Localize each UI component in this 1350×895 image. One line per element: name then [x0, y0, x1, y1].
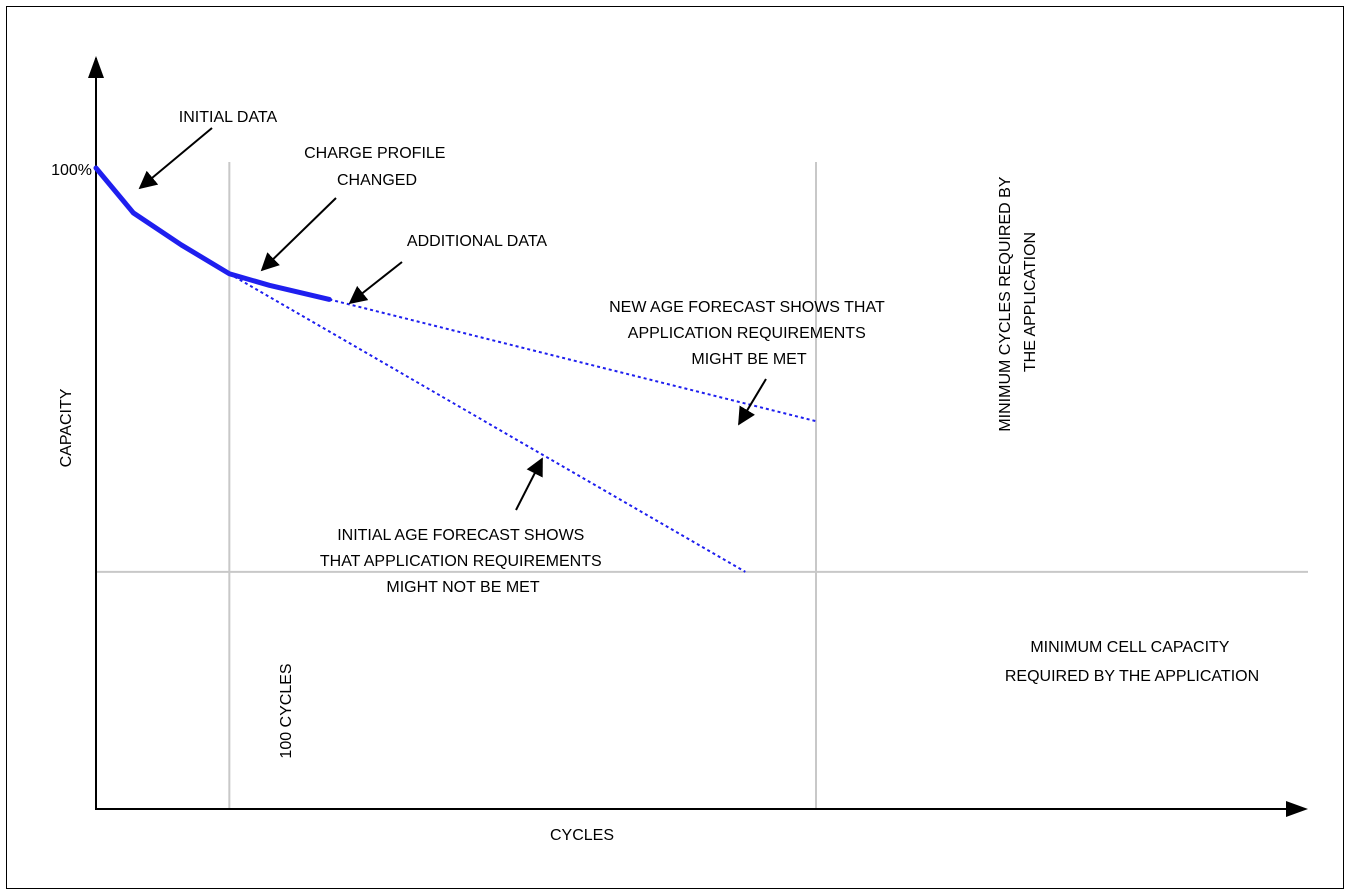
annotation-charge-profile-line2: CHANGED: [337, 172, 417, 189]
arrow-initial-forecast-icon: [515, 457, 543, 511]
y-axis-label: CAPACITY: [58, 388, 75, 467]
annotation-charge-profile: CHARGE PROFILE CHANGED: [304, 145, 450, 189]
annotation-initial-forecast-line1: INITIAL AGE FORECAST SHOWS: [337, 527, 584, 544]
arrow-initial-data-icon: [138, 127, 213, 190]
annotation-min-cycles-line2: THE APPLICATION: [1022, 232, 1039, 372]
annotation-new-forecast-line2: APPLICATION REQUIREMENTS: [628, 325, 866, 342]
series-layer: [93, 165, 817, 573]
annotation-initial-forecast-line3: MIGHT NOT BE MET: [386, 579, 539, 596]
arrow-charge-profile-icon: [260, 197, 337, 272]
annotation-min-capacity: MINIMUM CELL CAPACITY REQUIRED BY THE AP…: [1005, 639, 1259, 685]
x-axis-arrow-icon: [1286, 801, 1308, 817]
annotation-initial-data: INITIAL DATA: [179, 109, 278, 126]
arrow-additional-data-icon: [348, 261, 403, 305]
annotation-additional-data: ADDITIONAL DATA: [407, 233, 547, 250]
annotation-min-cycles: MINIMUM CYCLES REQUIRED BY THE APPLICATI…: [997, 172, 1039, 431]
annotation-initial-forecast: INITIAL AGE FORECAST SHOWS THAT APPLICAT…: [320, 527, 606, 596]
annotation-new-forecast: NEW AGE FORECAST SHOWS THAT APPLICATION …: [609, 299, 889, 368]
annotation-min-cycles-line1: MINIMUM CYCLES REQUIRED BY: [997, 176, 1014, 431]
y-axis-arrow-icon: [88, 56, 104, 78]
annotation-initial-forecast-line2: THAT APPLICATION REQUIREMENTS: [320, 553, 602, 570]
capacity-data-line: [93, 165, 332, 302]
annotation-100-cycles: 100 CYCLES: [278, 663, 295, 758]
annotation-new-forecast-line3: MIGHT BE MET: [691, 351, 806, 368]
y-tick-label-100: 100%: [51, 162, 92, 179]
annotation-charge-profile-line1: CHARGE PROFILE: [304, 145, 445, 162]
x-axis-label: CYCLES: [550, 827, 614, 844]
annotation-new-forecast-line1: NEW AGE FORECAST SHOWS THAT: [609, 299, 885, 316]
annotation-min-capacity-line1: MINIMUM CELL CAPACITY: [1030, 639, 1229, 656]
arrow-new-forecast-icon: [738, 378, 767, 426]
annotation-min-capacity-line2: REQUIRED BY THE APPLICATION: [1005, 668, 1259, 685]
